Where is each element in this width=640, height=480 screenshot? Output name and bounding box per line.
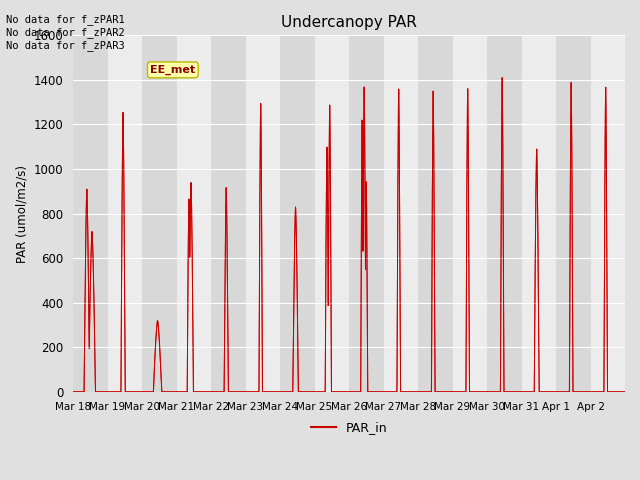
Bar xyxy=(246,36,280,392)
Bar xyxy=(142,36,177,392)
Bar xyxy=(349,36,383,392)
Bar xyxy=(418,36,452,392)
Text: EE_met: EE_met xyxy=(150,65,195,75)
Text: No data for f_zPAR3: No data for f_zPAR3 xyxy=(6,40,125,51)
Bar xyxy=(108,36,142,392)
Bar xyxy=(280,36,314,392)
Bar xyxy=(487,36,522,392)
Bar xyxy=(73,36,108,392)
Bar xyxy=(177,36,211,392)
Text: No data for f_zPAR2: No data for f_zPAR2 xyxy=(6,27,125,38)
Bar xyxy=(211,36,246,392)
Bar xyxy=(452,36,487,392)
Bar xyxy=(522,36,556,392)
Text: No data for f_zPAR1: No data for f_zPAR1 xyxy=(6,13,125,24)
Bar xyxy=(314,36,349,392)
Title: Undercanopy PAR: Undercanopy PAR xyxy=(281,15,417,30)
Legend: PAR_in: PAR_in xyxy=(306,416,392,439)
Bar xyxy=(556,36,591,392)
Y-axis label: PAR (umol/m2/s): PAR (umol/m2/s) xyxy=(15,165,28,263)
Bar xyxy=(591,36,625,392)
Bar xyxy=(383,36,418,392)
